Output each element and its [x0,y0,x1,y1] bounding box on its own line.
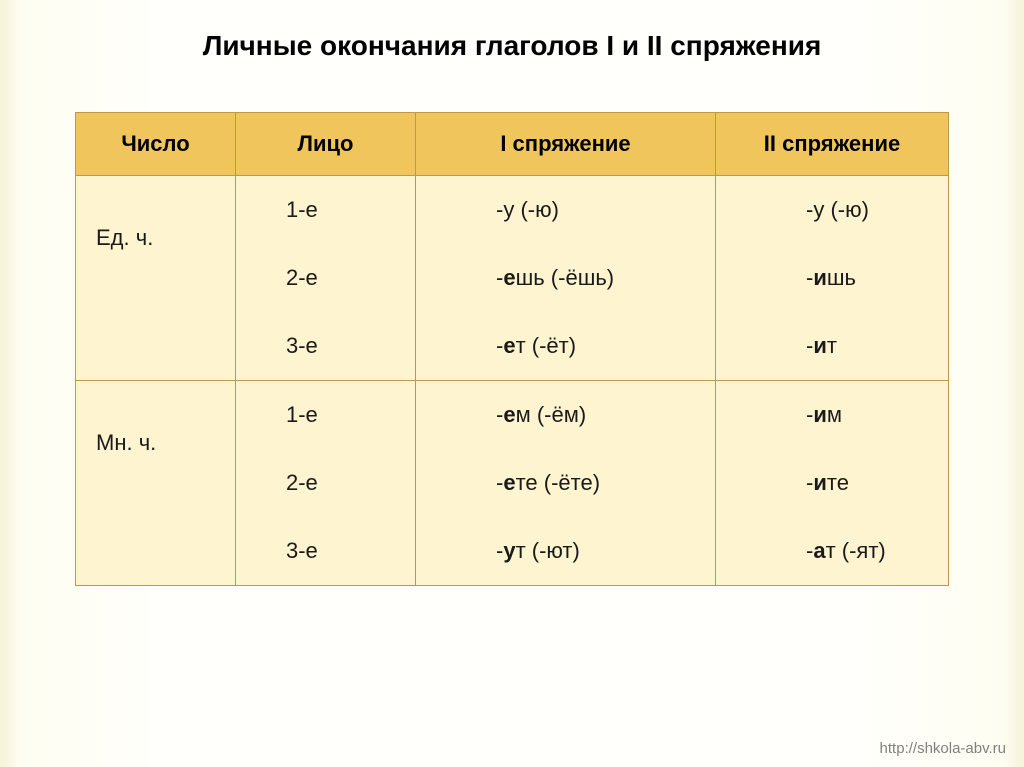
person-label: 1-е [286,176,405,244]
source-url: http://shkola-abv.ru [880,740,1006,757]
ending-post: т (-ят) [826,538,886,563]
person-label: 2-е [286,244,405,312]
page-title: Личные окончания глаголов I и II спряжен… [60,30,964,62]
ending-post: шь [827,265,856,290]
ending-stress: и [813,470,827,495]
person-label: 1-е [286,381,405,449]
ending-value: -ет (-ёт) [496,312,705,380]
conj2-cell: -у (-ю) -ишь -ит [716,176,949,381]
table-row: Мн. ч. 1-е 2-е 3-е -ем (-ём) -ете (-ёте)… [76,381,949,586]
ending-post: те [827,470,849,495]
ending-stress: и [813,402,827,427]
ending-value: -ешь (-ёшь) [496,244,705,312]
conjugation-table: Число Лицо I спряжение II спряжение Ед. … [75,112,949,586]
col-header-person: Лицо [236,113,416,176]
conjugation-table-wrap: Число Лицо I спряжение II спряжение Ед. … [75,112,949,586]
ending-stress: а [813,538,825,563]
ending-stress: и [813,333,827,358]
left-edge-gradient [0,0,20,767]
person-label: 3-е [286,517,405,585]
number-cell-pl: Мн. ч. [76,381,236,586]
ending-value: -ете (-ёте) [496,449,705,517]
table-row: Ед. ч. 1-е 2-е 3-е -у (-ю) -ешь (-ёшь) -… [76,176,949,381]
slide-page: Личные окончания глаголов I и II спряжен… [0,0,1024,767]
person-label: 2-е [286,449,405,517]
person-label: 3-е [286,312,405,380]
ending-post: м (-ём) [516,402,587,427]
ending-post: т (-ёт) [516,333,576,358]
number-label: Мн. ч. [96,409,225,477]
ending-post: шь (-ёшь) [516,265,615,290]
conj2-cell: -им -ите -ат (-ят) [716,381,949,586]
number-cell-sg: Ед. ч. [76,176,236,381]
ending-value: -ат (-ят) [806,517,938,585]
table-body: Ед. ч. 1-е 2-е 3-е -у (-ю) -ешь (-ёшь) -… [76,176,949,586]
col-header-number: Число [76,113,236,176]
ending-stress: и [813,265,827,290]
ending-value: -у (-ю) [806,176,938,244]
ending-pre: -у (-ю) [496,197,559,222]
number-label: Ед. ч. [96,204,225,272]
ending-value: -ит [806,312,938,380]
ending-value: -ем (-ём) [496,381,705,449]
ending-stress: у [503,538,515,563]
col-header-conj1: I спряжение [416,113,716,176]
right-edge-gradient [1004,0,1024,767]
ending-value: -у (-ю) [496,176,705,244]
ending-post: те (-ёте) [516,470,600,495]
person-cell: 1-е 2-е 3-е [236,176,416,381]
ending-stress: е [503,402,515,427]
ending-value: -им [806,381,938,449]
ending-stress: е [503,333,515,358]
conj1-cell: -у (-ю) -ешь (-ёшь) -ет (-ёт) [416,176,716,381]
ending-value: -ут (-ют) [496,517,705,585]
ending-value: -ите [806,449,938,517]
conj1-cell: -ем (-ём) -ете (-ёте) -ут (-ют) [416,381,716,586]
person-cell: 1-е 2-е 3-е [236,381,416,586]
ending-post: т (-ют) [516,538,580,563]
ending-stress: е [503,265,515,290]
ending-pre: -у (-ю) [806,197,869,222]
col-header-conj2: II спряжение [716,113,949,176]
ending-stress: е [503,470,515,495]
table-header-row: Число Лицо I спряжение II спряжение [76,113,949,176]
ending-post: м [827,402,842,427]
ending-value: -ишь [806,244,938,312]
ending-post: т [827,333,837,358]
